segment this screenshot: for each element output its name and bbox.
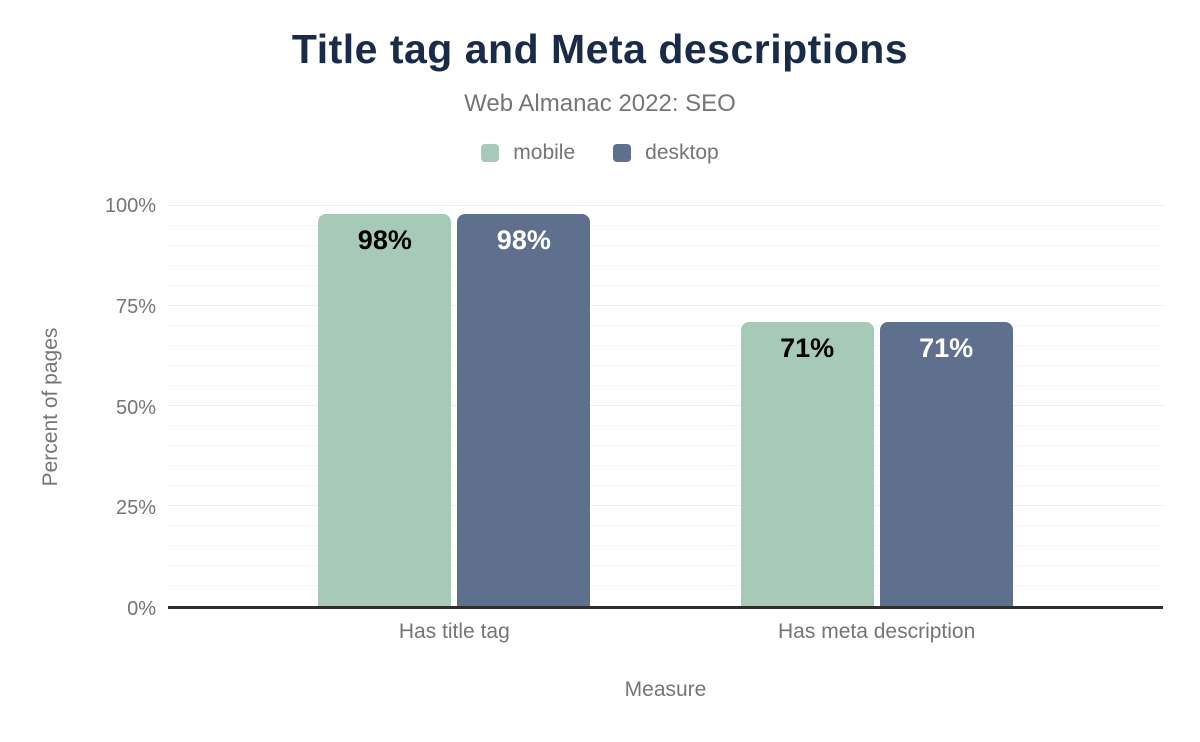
- legend-item-mobile: mobile: [481, 141, 575, 165]
- gridline-minor-90: [168, 245, 1163, 246]
- y-tick-label-75: 75%: [115, 295, 156, 318]
- gridline-major-50: [168, 405, 1163, 406]
- x-category-label-1: Has title tag: [398, 620, 510, 643]
- bar-desktop-1[interactable]: 98%: [457, 214, 591, 606]
- bar-desktop-2[interactable]: 71%: [879, 322, 1013, 606]
- legend-label-mobile: mobile: [513, 141, 576, 164]
- gridline-minor-60: [168, 365, 1163, 366]
- chart-title: Title tag and Meta descriptions: [291, 26, 909, 72]
- bar-value-label: 98%: [496, 225, 551, 255]
- bar-group-1: 98% 98%: [318, 206, 591, 606]
- gridline-minor-45: [168, 425, 1163, 426]
- y-tick-label-25: 25%: [115, 497, 156, 520]
- gridline-major-100: [168, 205, 1163, 206]
- bar-value-label: 71%: [780, 333, 835, 363]
- x-category-labels: Has title tag Has meta description: [168, 620, 1163, 644]
- bar-mobile-1[interactable]: 98%: [318, 214, 452, 606]
- gridline-minor-10: [168, 565, 1163, 566]
- gridline-minor-55: [168, 385, 1163, 386]
- bar-group-2: 71% 71%: [740, 206, 1013, 606]
- x-category-label-2: Has meta description: [778, 620, 976, 643]
- bar-mobile-2[interactable]: 71%: [740, 322, 874, 606]
- legend: mobile desktop: [0, 141, 1200, 165]
- gridline-minor-5: [168, 585, 1163, 586]
- gridline-minor-95: [168, 225, 1163, 226]
- gridline-minor-70: [168, 325, 1163, 326]
- legend-item-desktop: desktop: [613, 141, 719, 165]
- gridline-minor-65: [168, 345, 1163, 346]
- gridline-major-75: [168, 305, 1163, 306]
- gridline-minor-20: [168, 525, 1163, 526]
- y-tick-label-50: 50%: [115, 396, 156, 419]
- bar-value-label: 98%: [357, 225, 412, 255]
- legend-swatch-desktop: [613, 144, 632, 162]
- gridline-major-25: [168, 505, 1163, 506]
- gridline-minor-35: [168, 465, 1163, 466]
- gridline-minor-15: [168, 545, 1163, 546]
- chart-subtitle: Web Almanac 2022: SEO: [464, 90, 736, 117]
- gridline-minor-40: [168, 445, 1163, 446]
- plot-area: 98% 98% 71% 71%: [168, 205, 1163, 609]
- legend-label-desktop: desktop: [645, 141, 719, 164]
- gridline-minor-85: [168, 265, 1163, 266]
- x-axis-title: Measure: [624, 678, 707, 701]
- plot-bars: 98% 98% 71% 71%: [168, 206, 1163, 606]
- y-tick-label-0: 0%: [127, 598, 156, 620]
- bar-value-label: 71%: [919, 333, 974, 363]
- gridline-minor-30: [168, 485, 1163, 486]
- y-tick-label-100: 100%: [104, 195, 156, 217]
- gridline-minor-80: [168, 285, 1163, 286]
- legend-swatch-mobile: [481, 144, 500, 162]
